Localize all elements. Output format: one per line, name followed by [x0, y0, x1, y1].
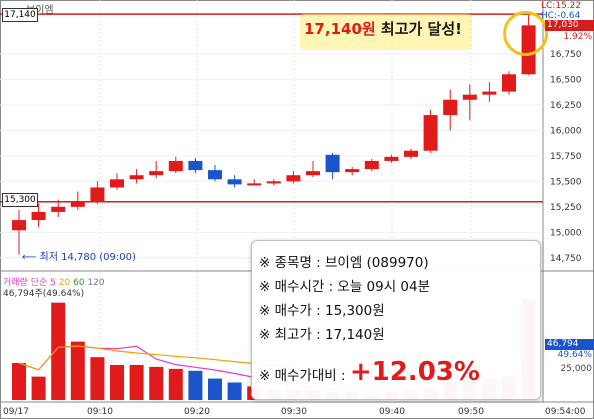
- price-tick-label: 16,500: [550, 75, 582, 85]
- candle-body: [12, 220, 26, 231]
- high-price-row: ※ 최고가 : 17,140원: [259, 327, 385, 343]
- price-tick-label: 16,750: [550, 50, 582, 60]
- candle-body: [266, 181, 281, 184]
- price-tick-label: 15,000: [550, 228, 582, 238]
- hc-label: HC:-0.64: [541, 11, 581, 21]
- time-tick-label: 09/17: [3, 407, 29, 417]
- high-price-pill: 17,140: [2, 8, 38, 22]
- volume-bar: [149, 366, 164, 400]
- volume-bar: [168, 368, 183, 400]
- lc-label: LC:15.22: [541, 1, 582, 11]
- candle-body: [31, 211, 46, 221]
- ma-type-label: 단순: [30, 278, 48, 288]
- price-tick-label: 15,750: [550, 152, 582, 162]
- volume-bar: [70, 341, 85, 400]
- volume-bar: [51, 302, 66, 400]
- volume-bar: [129, 364, 144, 400]
- annotation-highlight: [300, 14, 472, 50]
- volume-bar: [227, 382, 242, 400]
- volume-bar: [188, 370, 203, 400]
- low-price-label: ⟵ 최저 14,780 (09:00): [22, 248, 136, 263]
- time-tick-label: 09:30: [281, 407, 307, 417]
- low-price-text: 최저 14,780 (09:00): [39, 252, 136, 263]
- candle-body: [208, 170, 222, 180]
- candle-body: [384, 156, 399, 161]
- price-tick-label: 14,750: [550, 254, 582, 264]
- candle-body: [325, 154, 340, 173]
- candle-body: [443, 99, 458, 116]
- candle-body: [149, 171, 164, 176]
- buy-time-row: ※ 매수시간 : 오늘 09시 04분: [259, 279, 431, 295]
- ma120-label: 120: [87, 278, 105, 288]
- candle-body: [482, 91, 497, 95]
- volume-bar: [110, 364, 124, 400]
- candle-body: [364, 160, 379, 170]
- candle-body: [51, 206, 66, 212]
- time-tick-label: 09:20: [184, 407, 210, 417]
- high-price-annotation: 17,140원 최고가 달성!: [304, 18, 462, 39]
- trade-info-card: ※ 종목명 : 브이엠 (089970) ※ 매수시간 : 오늘 09시 04분…: [251, 240, 541, 400]
- ma5-label: 5: [50, 278, 56, 288]
- candle-body: [227, 179, 242, 185]
- candle-body: [404, 150, 418, 157]
- price-tick-label: 16,000: [550, 126, 582, 136]
- volume-bar: [90, 357, 105, 400]
- diff-value: +12.03%: [349, 357, 480, 387]
- volume-axis-label: 25,000: [560, 364, 593, 374]
- candle-body: [247, 183, 262, 186]
- price-tick-label: 16,250: [550, 101, 582, 111]
- time-tick-label: 09:54:00: [545, 407, 586, 417]
- annotation-price: 17,140원: [304, 20, 376, 38]
- candle-body: [502, 74, 516, 92]
- price-tick-label: 15,500: [550, 177, 582, 187]
- candle-body: [188, 160, 203, 171]
- current-price-tag: 17,030: [545, 20, 594, 31]
- buy-price-pill: 15,300: [2, 193, 38, 207]
- volume-legend-title: 거래량: [3, 278, 28, 288]
- left-arrow-icon: ⟵: [22, 252, 40, 263]
- candle-body: [423, 115, 438, 151]
- buy-price-row: ※ 매수가 : 15,300원: [259, 303, 385, 319]
- volume-summary: 46,794주(49.64%): [3, 289, 85, 299]
- volume-bar: [12, 363, 26, 400]
- candle-body: [129, 175, 144, 180]
- candle-body: [286, 175, 301, 182]
- annotation-suffix: 최고가 달성!: [375, 20, 462, 38]
- change-pct-label: 1.92%: [563, 32, 592, 42]
- time-tick-label: 09:50: [458, 407, 484, 417]
- candle-body: [90, 187, 105, 202]
- candle-body: [306, 171, 320, 176]
- candle-body: [168, 160, 183, 172]
- time-tick-label: 09:10: [87, 407, 113, 417]
- volume-bar: [31, 376, 46, 400]
- stock-name-header: 브이엠: [26, 5, 54, 16]
- diff-label: ※ 매수가대비 :: [259, 368, 350, 384]
- volume-tag: 46,794: [545, 339, 594, 350]
- candle-body: [462, 94, 477, 100]
- volume-legend: 거래량 단순 5 20 60 120: [3, 275, 105, 288]
- stock-name-row: ※ 종목명 : 브이엠 (089970): [259, 255, 429, 271]
- diff-row: ※ 매수가대비 : +12.03%: [259, 357, 480, 387]
- ma60-label: 60: [73, 278, 85, 288]
- time-tick-label: 09:40: [379, 407, 405, 417]
- price-tick-label: 15,250: [550, 203, 582, 213]
- volume-bar: [208, 378, 222, 400]
- highlight-circle: [503, 10, 549, 56]
- candle-body: [110, 179, 124, 188]
- volume-pct-label: 49.64%: [557, 350, 592, 360]
- candle-body: [70, 201, 85, 207]
- candle-body: [521, 25, 536, 75]
- candle-body: [345, 169, 360, 173]
- ma20-label: 20: [58, 278, 71, 288]
